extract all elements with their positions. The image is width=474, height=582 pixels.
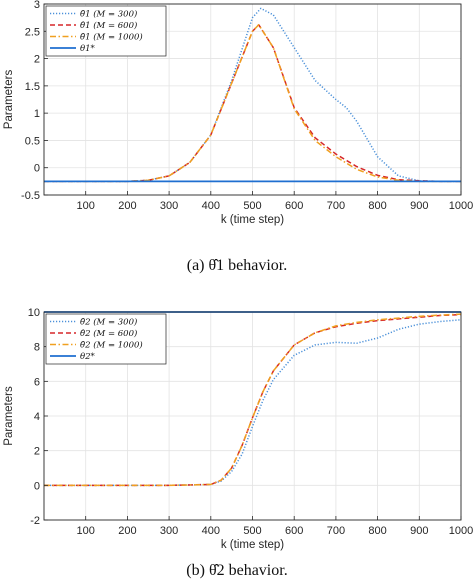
y-tick-label: 0.5 <box>25 135 40 147</box>
y-tick-label: 0 <box>34 480 40 492</box>
y-tick-label: 2 <box>34 446 40 458</box>
x-tick-label: 900 <box>410 200 428 212</box>
x-tick-label: 100 <box>77 200 95 212</box>
x-axis-label: k (time step) <box>221 539 284 551</box>
legend-label: θ̂2 (M = 1000) <box>80 340 143 351</box>
series-line-2 <box>44 313 462 487</box>
series-line-2 <box>44 23 461 183</box>
x-tick-label: 500 <box>243 200 261 212</box>
x-tick-label: 1000 <box>449 200 473 212</box>
series-line-0 <box>44 7 461 183</box>
x-tick-label: 900 <box>410 525 428 537</box>
x-tick-label: 800 <box>368 525 386 537</box>
legend-label: θ1* <box>80 44 96 54</box>
y-tick-label: 4 <box>34 411 40 423</box>
x-tick-label: 200 <box>118 200 136 212</box>
y-tick-label: 0 <box>34 163 40 175</box>
x-tick-label: 1000 <box>449 525 473 537</box>
y-tick-label: -2 <box>30 515 40 527</box>
x-tick-label: 800 <box>368 200 386 212</box>
x-tick-label: 200 <box>118 525 136 537</box>
x-tick-label: 700 <box>327 525 345 537</box>
figure-caption: (b) θ̂2 behavior. <box>186 562 287 579</box>
legend-label: θ2* <box>80 352 96 362</box>
y-tick-label: 1 <box>34 108 40 120</box>
figure-caption: (a) θ̂1 behavior. <box>187 257 288 274</box>
legend-label: θ̂1 (M = 600) <box>80 20 137 31</box>
y-tick-label: 6 <box>34 376 40 388</box>
legend-label: θ̂2 (M = 300) <box>80 317 137 328</box>
y-tick-label: 8 <box>34 342 40 354</box>
chart-theta2: 100 200 300 400 500 600 700 800 900 1000 -2 0 2 4 6 8 10… <box>3 307 473 579</box>
x-axis-label: k (time step) <box>221 214 284 226</box>
y-tick-label: 1.5 <box>25 81 40 93</box>
y-axis-label: Parameters <box>3 70 15 130</box>
x-tick-label: 300 <box>160 525 178 537</box>
legend-label: θ̂1 (M = 1000) <box>80 32 143 43</box>
legend-label: θ̂1 (M = 300) <box>80 9 137 20</box>
y-tick-label: 2.5 <box>25 26 40 38</box>
chart-theta1: 100 200 300 400 500 600 700 800 900 1000 -0.5 0 0.5 1… <box>3 0 473 274</box>
x-tick-label: 100 <box>77 525 95 537</box>
x-tick-label: 400 <box>202 525 220 537</box>
y-tick-label: 3 <box>34 0 40 11</box>
x-tick-label: 400 <box>202 200 220 212</box>
y-tick-label: 2 <box>34 54 40 66</box>
x-tick-label: 600 <box>285 200 303 212</box>
legend-label: θ̂2 (M = 600) <box>80 328 137 339</box>
y-tick-label: -0.5 <box>21 190 40 202</box>
x-tick-label: 300 <box>160 200 178 212</box>
y-tick-label: 10 <box>28 307 40 319</box>
y-axis-label: Parameters <box>3 386 15 446</box>
x-tick-label: 700 <box>327 200 345 212</box>
x-tick-label: 600 <box>285 525 303 537</box>
x-tick-label: 500 <box>243 525 261 537</box>
